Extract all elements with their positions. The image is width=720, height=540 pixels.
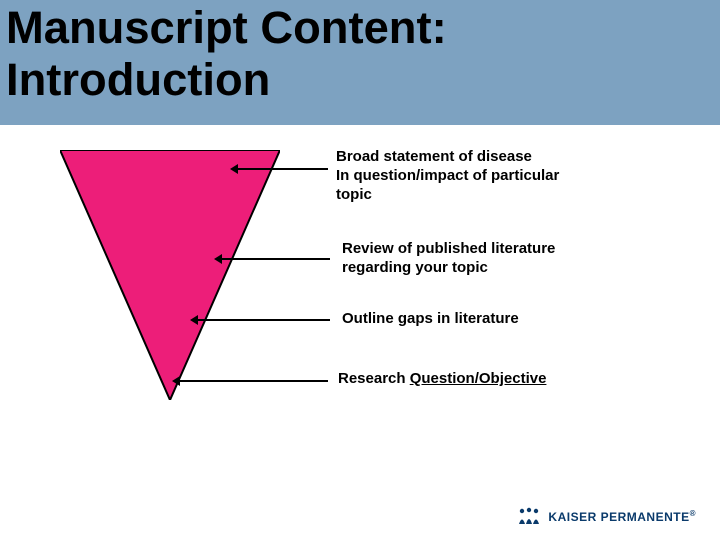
brand-logo: KAISER PERMANENTE®	[516, 506, 696, 526]
page-title: Manuscript Content: Introduction	[6, 2, 447, 106]
registered-mark: ®	[690, 509, 696, 518]
brand-mark-icon	[516, 506, 542, 526]
brand-text: KAISER PERMANENTE	[548, 510, 689, 524]
arrow-4	[180, 380, 328, 382]
arrow-1	[238, 168, 328, 170]
title-line-2: Introduction	[6, 54, 270, 105]
brand-wordmark: KAISER PERMANENTE®	[548, 509, 696, 524]
funnel-triangle	[60, 150, 280, 400]
label-review: Review of published literatureregarding …	[342, 240, 555, 278]
label-rq: Research Question/Objective	[338, 370, 546, 389]
title-line-1: Manuscript Content:	[6, 2, 447, 53]
label-gaps: Outline gaps in literature	[342, 310, 519, 329]
arrow-2	[222, 258, 330, 260]
arrow-3	[198, 319, 330, 321]
label-broad: Broad statement of diseaseIn question/im…	[336, 148, 559, 204]
